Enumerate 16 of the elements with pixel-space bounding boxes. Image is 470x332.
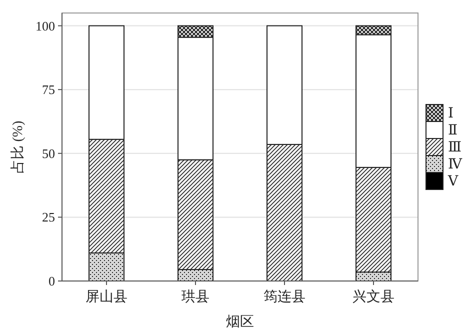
y-tick-label: 50 <box>42 146 55 161</box>
x-tick-label: 珙县 <box>182 289 210 305</box>
y-tick-label: 0 <box>48 274 55 288</box>
legend-label: Ⅰ <box>448 106 454 122</box>
x-tick-label: 兴文县 <box>352 289 394 305</box>
x-tick-label: 筠连县 <box>264 289 306 305</box>
x-axis-title: 烟区 <box>226 314 254 330</box>
y-tick-label: 25 <box>42 210 55 225</box>
y-tick-label: 100 <box>36 18 55 34</box>
x-tick-label: 屏山县 <box>86 289 128 305</box>
y-tick-label: 75 <box>42 82 55 98</box>
legend-label: Ⅳ <box>448 158 463 172</box>
legend-label: Ⅲ <box>448 140 462 156</box>
legend-label: Ⅴ <box>447 174 459 190</box>
y-axis-title: 占比 (%) <box>10 120 26 174</box>
legend-label: Ⅱ <box>448 124 458 138</box>
